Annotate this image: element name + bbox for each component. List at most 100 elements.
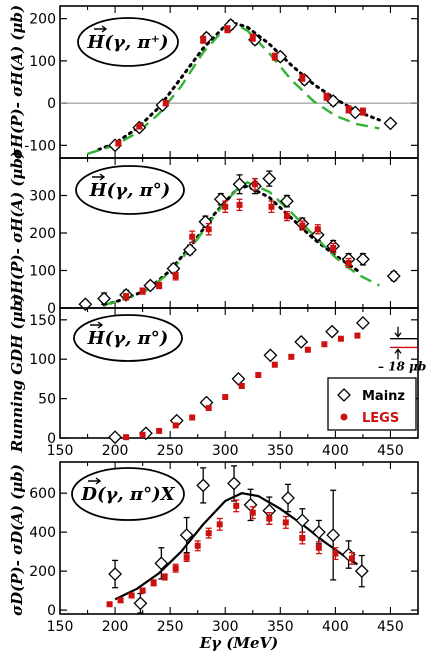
reaction-label: D(γ, π°)X bbox=[80, 484, 175, 505]
ytick-label: 600 bbox=[29, 486, 56, 502]
data-point-red bbox=[200, 36, 207, 43]
data-point-diamond bbox=[232, 177, 247, 192]
data-point-diamond bbox=[198, 214, 213, 229]
data-point-diamond bbox=[223, 18, 238, 32]
data-point-red bbox=[249, 509, 256, 516]
data-point-diamond bbox=[143, 278, 158, 293]
data-point-diamond bbox=[139, 426, 153, 441]
data-point-red bbox=[251, 181, 258, 188]
data-point-red bbox=[139, 288, 146, 295]
legend-marker-diamond bbox=[337, 388, 351, 402]
data-point-diamond bbox=[354, 564, 369, 579]
data-point-red bbox=[249, 34, 256, 41]
ytick-label: -100 bbox=[24, 138, 56, 154]
data-point-red bbox=[345, 106, 352, 113]
data-point-red bbox=[139, 431, 146, 438]
data-point-diamond bbox=[231, 371, 246, 386]
data-point-diamond bbox=[311, 525, 326, 540]
data-point-red bbox=[337, 335, 344, 342]
reaction-bubble bbox=[77, 17, 179, 67]
data-point-red bbox=[304, 346, 311, 353]
data-point-diamond bbox=[295, 513, 310, 528]
ytick-label: 200 bbox=[29, 226, 56, 242]
y-axis-label: σD(P)- σD(A) (μb) bbox=[8, 464, 26, 616]
xtick-label: 200 bbox=[102, 619, 129, 635]
data-point-diamond bbox=[262, 171, 277, 186]
xtick-label: 200 bbox=[102, 443, 129, 459]
data-point-diamond bbox=[97, 291, 111, 306]
ytick-label: 0 bbox=[47, 96, 56, 112]
data-point-diamond bbox=[325, 324, 339, 339]
data-point-diamond bbox=[108, 567, 122, 581]
data-point-red bbox=[332, 550, 339, 557]
data-point-red bbox=[348, 555, 355, 562]
ytick-label: 50 bbox=[38, 392, 56, 408]
vector-arrow bbox=[90, 321, 104, 329]
xtick-label: 300 bbox=[212, 443, 239, 459]
data-point-red bbox=[205, 226, 212, 233]
data-point-red bbox=[271, 361, 278, 368]
data-point-red bbox=[205, 530, 212, 537]
ytick-label: 200 bbox=[29, 12, 56, 28]
xtick-label: 450 bbox=[377, 443, 404, 459]
data-point-diamond bbox=[279, 194, 294, 209]
xtick-label: 450 bbox=[377, 619, 404, 635]
data-point-red bbox=[150, 579, 157, 586]
data-point-red bbox=[345, 260, 352, 266]
xtick-label: 150 bbox=[47, 443, 74, 459]
data-point-diamond bbox=[243, 497, 258, 512]
data-point-diamond bbox=[383, 116, 398, 131]
data-point-red bbox=[128, 592, 135, 599]
legend-marker-red bbox=[340, 413, 348, 421]
data-point-diamond bbox=[133, 596, 148, 611]
legend-label: Mainz bbox=[362, 389, 405, 404]
ytick-label: 0 bbox=[47, 603, 56, 619]
ytick-label: 100 bbox=[29, 264, 56, 280]
data-point-red bbox=[299, 535, 306, 541]
xtick-label: 400 bbox=[322, 443, 349, 459]
data-point-red bbox=[136, 123, 143, 130]
data-point-diamond bbox=[356, 316, 370, 330]
data-point-diamond bbox=[281, 491, 295, 505]
xtick-label: 150 bbox=[47, 619, 74, 635]
data-point-diamond bbox=[227, 476, 241, 491]
annotation-arrow-down bbox=[394, 326, 402, 338]
data-point-red bbox=[172, 565, 179, 572]
data-point-red bbox=[255, 371, 262, 378]
data-point-red bbox=[156, 427, 163, 434]
theory-curve-solid bbox=[114, 492, 358, 601]
xtick-label: 350 bbox=[267, 443, 294, 459]
data-point-red bbox=[194, 542, 201, 549]
ytick-label: 100 bbox=[29, 54, 56, 70]
legend-label: LEGS bbox=[362, 411, 399, 426]
data-point-diamond bbox=[386, 269, 401, 284]
annotation-text: – 18 μb bbox=[378, 359, 426, 373]
ytick-label: 0 bbox=[47, 301, 56, 317]
xtick-label: 300 bbox=[212, 619, 239, 635]
data-point-red bbox=[283, 213, 290, 220]
data-point-red bbox=[172, 273, 179, 280]
data-point-red bbox=[115, 140, 122, 147]
y-axis-label: Running GDH (μb) bbox=[8, 294, 26, 453]
vector-arrow bbox=[88, 477, 102, 485]
xtick-label: 250 bbox=[157, 443, 184, 459]
data-point-diamond bbox=[196, 478, 211, 493]
data-point-diamond bbox=[263, 348, 278, 363]
ytick-label: 0 bbox=[47, 431, 56, 447]
reaction-label: H(γ, π°) bbox=[89, 180, 171, 201]
data-point-red bbox=[106, 601, 113, 608]
data-point-red bbox=[299, 222, 306, 229]
ytick-label: 100 bbox=[29, 352, 56, 368]
data-point-red bbox=[123, 293, 130, 300]
y-axis-label: σH(P)- σH(A) (μb) bbox=[8, 5, 26, 159]
reaction-label: H(γ, π⁺) bbox=[86, 32, 168, 53]
data-point-red bbox=[323, 93, 330, 100]
data-point-diamond bbox=[179, 528, 194, 542]
data-point-red bbox=[268, 203, 275, 210]
theory-curve-dashed bbox=[103, 181, 380, 307]
data-point-red bbox=[156, 282, 163, 289]
data-point-diamond bbox=[108, 430, 122, 445]
data-point-red bbox=[222, 394, 229, 401]
data-point-diamond bbox=[326, 528, 341, 542]
